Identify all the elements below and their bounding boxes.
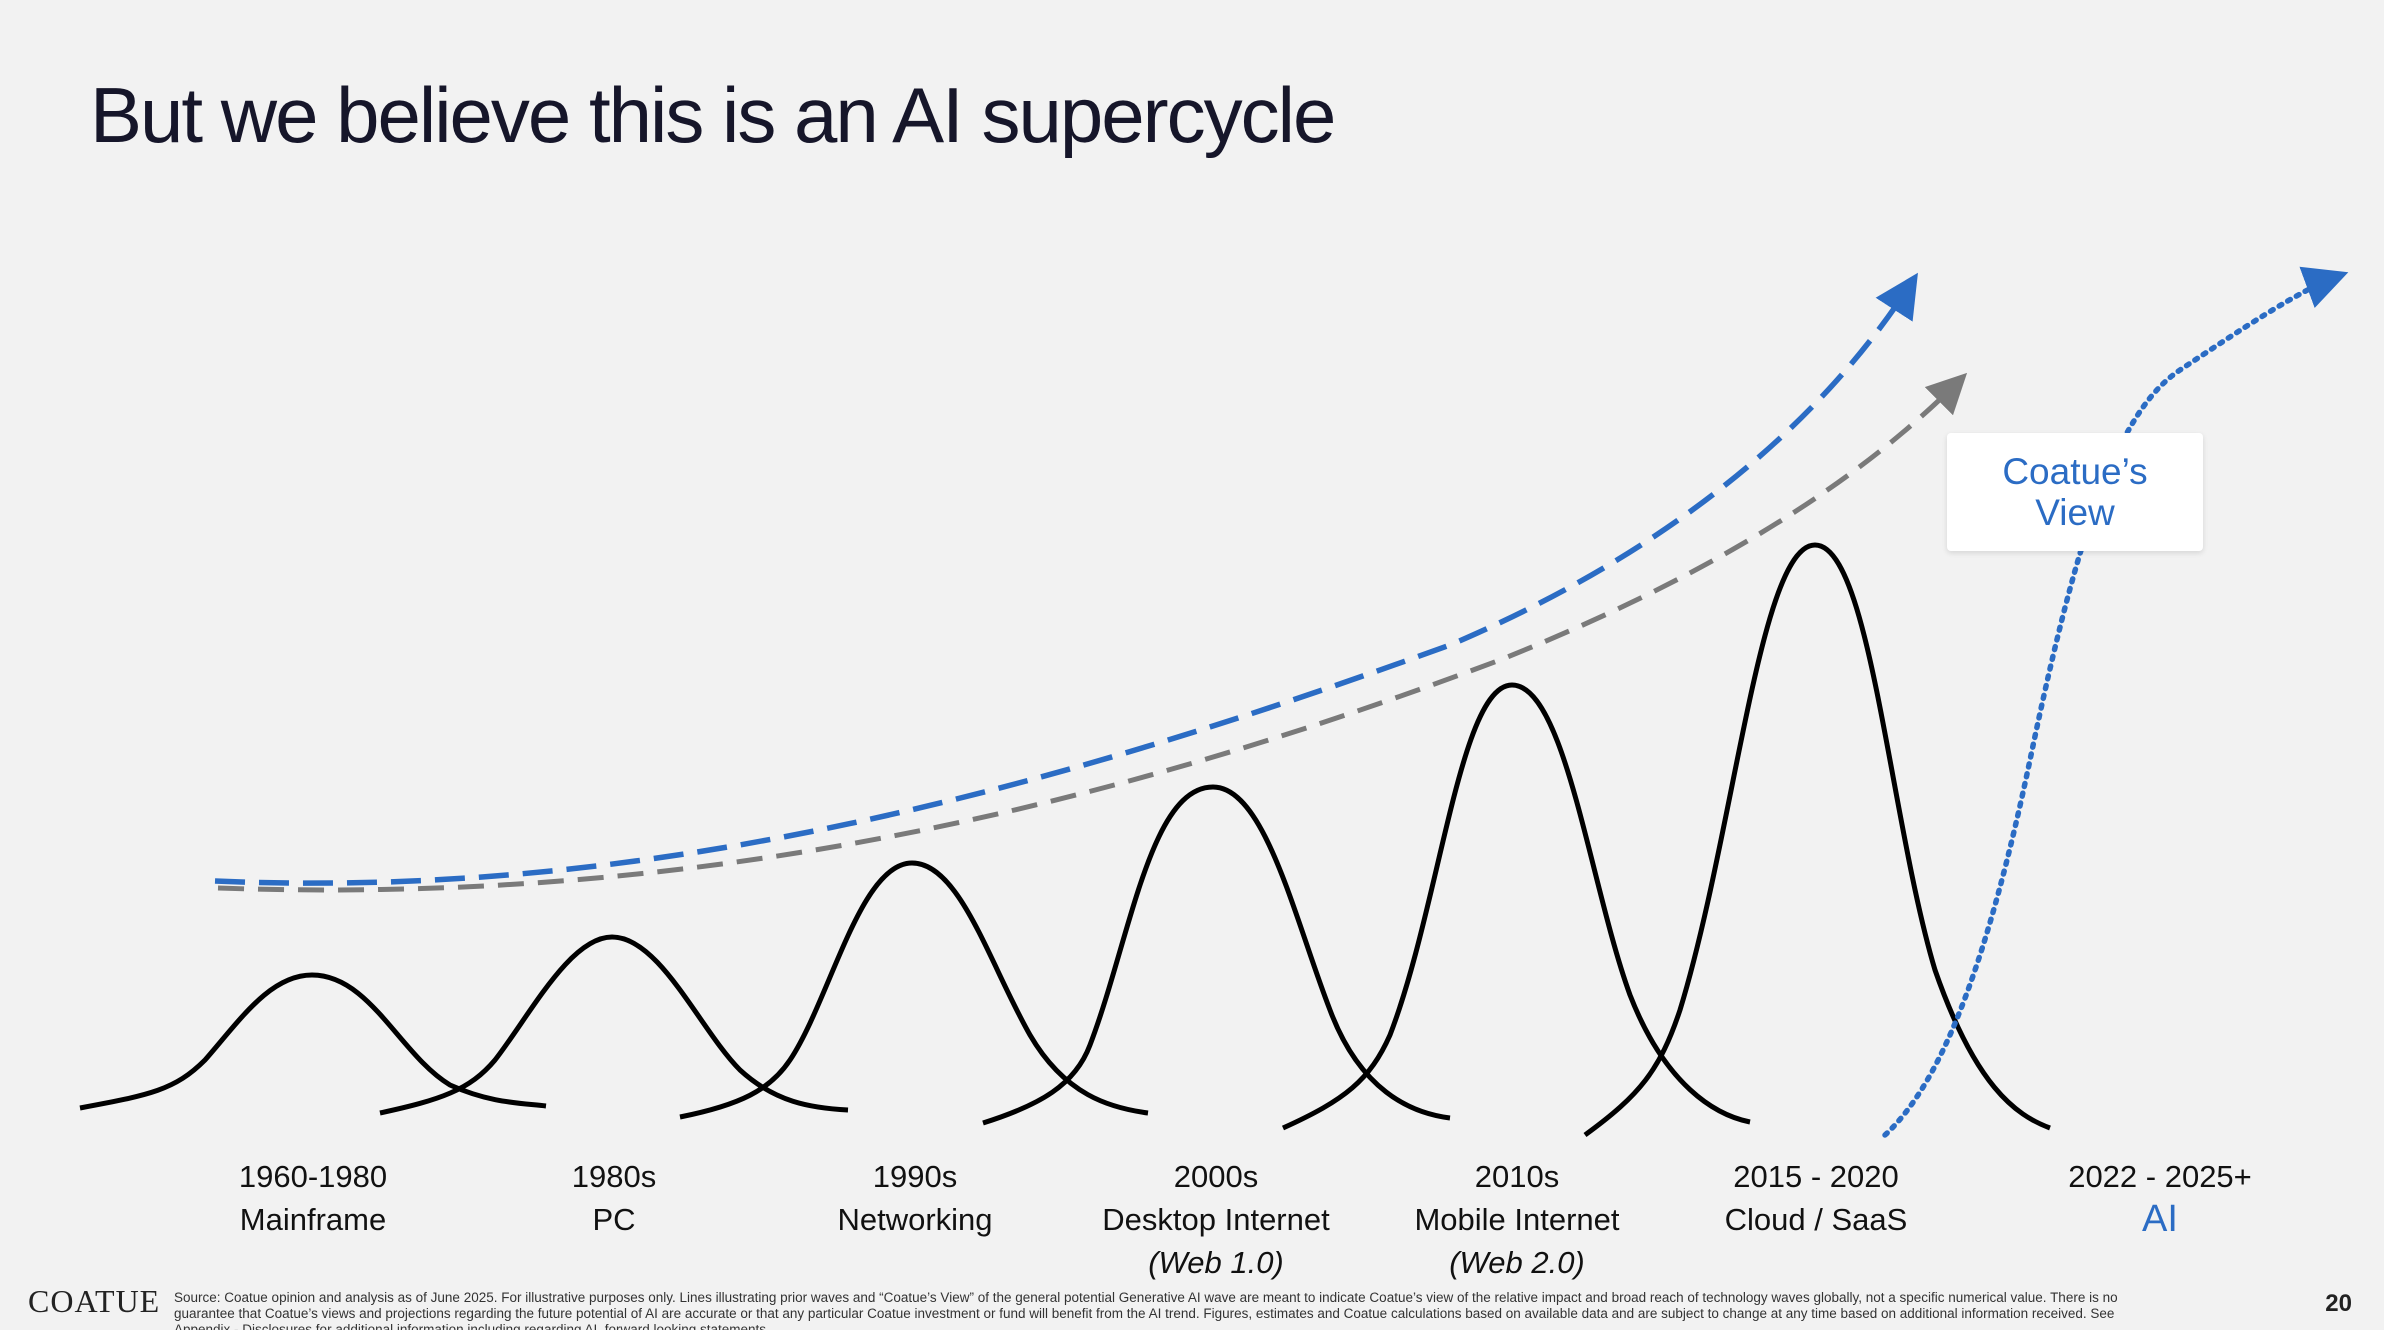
era-label-pc: 1980s PC: [474, 1155, 754, 1241]
page-number: 20: [2325, 1290, 2352, 1317]
wave-networking: [679, 860, 1149, 1120]
era-label-ai: 2022 - 2025+ AI: [2020, 1155, 2300, 1241]
coatue-logo: COATUE: [28, 1283, 161, 1319]
era-label-mainframe: 1960-1980 Mainframe: [173, 1155, 453, 1241]
era-period: 1990s: [872, 1159, 958, 1194]
source-footnote: Source: Coatue opinion and analysis as o…: [174, 1290, 2118, 1330]
wave-cloud-saas: [1583, 542, 2051, 1138]
era-subtitle: (Web 1.0): [1148, 1245, 1284, 1280]
page-title: But we believe this is an AI supercycle: [90, 71, 1336, 159]
wave-pc: [379, 934, 849, 1116]
era-name: Mainframe: [239, 1202, 387, 1237]
era-label-networking: 1990s Networking: [775, 1155, 1055, 1241]
era-subtitle: (Web 2.0): [1449, 1245, 1585, 1280]
era-period: 2010s: [1474, 1159, 1560, 1194]
wave-mobile-internet: [1281, 682, 1751, 1131]
era-label-mobile-internet: 2010s Mobile Internet (Web 2.0): [1377, 1155, 1657, 1284]
prior-waves-upper-trend-line: [214, 272, 1918, 886]
era-name: Mobile Internet: [1414, 1202, 1620, 1237]
coatue-view-callout: Coatue’s View: [1947, 433, 2203, 551]
wave-mainframe: [79, 972, 547, 1111]
era-name: Networking: [837, 1202, 993, 1237]
era-period: 1960-1980: [238, 1159, 388, 1194]
wave-desktop-internet: [982, 784, 1451, 1126]
era-period: 2022 - 2025+: [2068, 1159, 2252, 1194]
era-label-desktop-internet: 2000s Desktop Internet (Web 1.0): [1076, 1155, 1356, 1284]
prior-waves-trend-line: [217, 372, 1968, 893]
era-period: 2015 - 2020: [1733, 1159, 1899, 1194]
era-name: Cloud / SaaS: [1724, 1202, 1908, 1237]
era-period: 2000s: [1173, 1159, 1259, 1194]
era-label-cloud-saas: 2015 - 2020 Cloud / SaaS: [1676, 1155, 1956, 1241]
era-name: Desktop Internet: [1102, 1202, 1330, 1237]
era-name: AI: [2142, 1198, 2178, 1240]
era-period: 1980s: [571, 1159, 657, 1194]
era-name: PC: [592, 1202, 636, 1237]
ai-wave-coatue-view-line: [1882, 266, 2349, 1138]
